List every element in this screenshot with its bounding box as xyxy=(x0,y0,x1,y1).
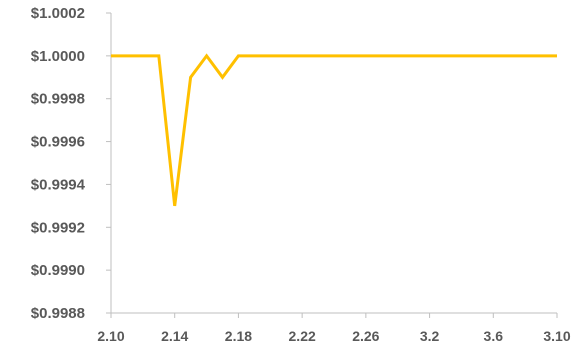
x-tick-label: 2.26 xyxy=(352,328,379,344)
x-tick-label: 2.22 xyxy=(289,328,316,344)
x-tick-label: 2.18 xyxy=(225,328,252,344)
y-tick-label: $0.9990 xyxy=(31,262,85,279)
x-tick-label: 2.10 xyxy=(97,328,124,344)
y-tick-label: $0.9996 xyxy=(31,134,85,151)
y-tick-label: $1.0002 xyxy=(31,5,85,22)
y-tick-label: $0.9988 xyxy=(31,305,85,322)
x-tick-label: 3.10 xyxy=(543,328,570,344)
x-tick-label: 2.14 xyxy=(161,328,188,344)
x-tick-label: 3.6 xyxy=(484,328,504,344)
y-tick-label: $0.9992 xyxy=(31,219,85,236)
x-axis: 2.10 2.14 2.18 2.22 2.26 3.2 3.6 3.10 xyxy=(97,312,571,344)
series-line xyxy=(111,53,557,207)
y-tick-label: $1.0000 xyxy=(31,48,85,65)
series-layer xyxy=(111,53,557,207)
y-tick-label: $0.9994 xyxy=(31,176,86,193)
y-axis: $0.9988 $0.9990 $0.9992 $0.9994 $0.9996 $0.99… xyxy=(31,5,112,322)
y-tick-label: $0.9998 xyxy=(31,91,85,108)
x-tick-label: 3.2 xyxy=(420,328,440,344)
